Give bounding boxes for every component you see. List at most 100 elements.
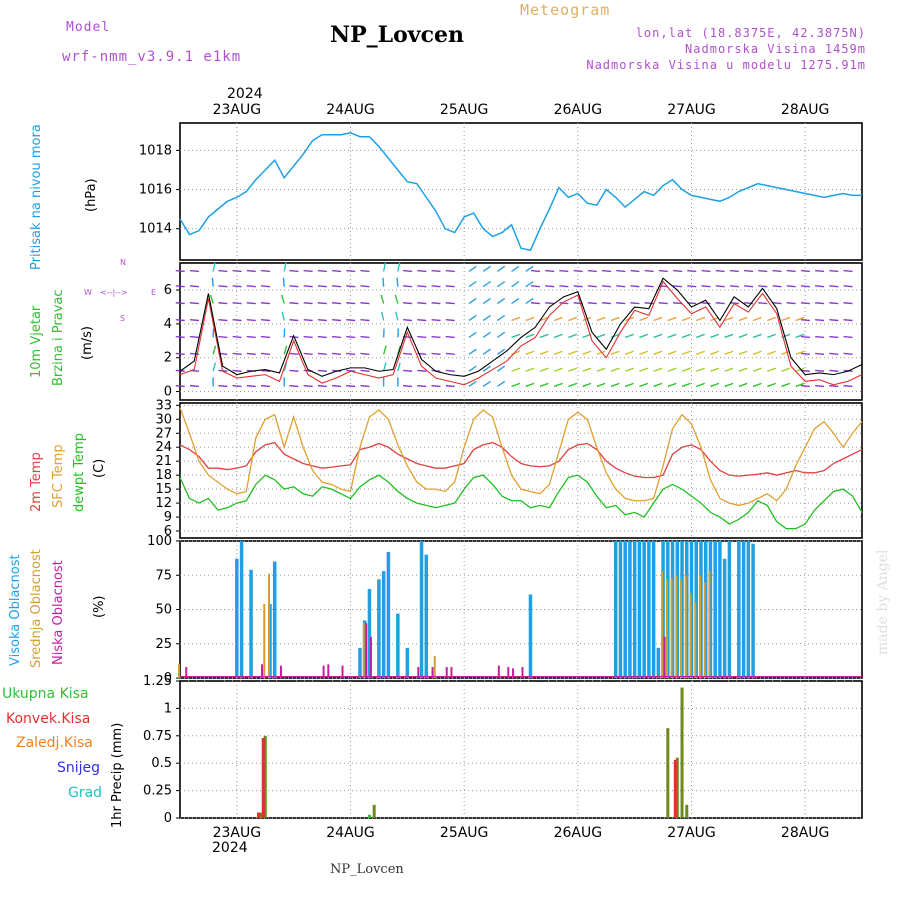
- wind-barb: [303, 302, 313, 305]
- wind-barb: [403, 285, 413, 288]
- wind-barb: [468, 331, 477, 338]
- wind-ytick-label: 0: [164, 385, 172, 400]
- wind-barb: [545, 285, 555, 288]
- wind-barb: [496, 365, 506, 372]
- wind-barb: [189, 302, 200, 305]
- wind-barb: [772, 285, 782, 288]
- wind-barb: [468, 365, 477, 372]
- cloud-mid-bar: [703, 582, 706, 678]
- wind-barb: [843, 285, 853, 288]
- cloud-high-bar: [396, 613, 400, 678]
- precip-total-bar: [367, 814, 371, 818]
- cloud-high-bar: [741, 541, 746, 678]
- wind-barb: [317, 285, 327, 288]
- wind-barb: [382, 277, 385, 287]
- precip-total-bar: [372, 804, 376, 818]
- wind-barb: [482, 348, 491, 355]
- wind-barb: [673, 302, 683, 305]
- wind-barb: [630, 285, 640, 288]
- temp-dewpt-line: [179, 474, 863, 530]
- wind-barb: [468, 281, 477, 288]
- cloud-high-bar: [746, 541, 751, 678]
- wind-barb: [246, 318, 256, 322]
- wind-barb: [601, 285, 612, 288]
- wind-barb: [218, 384, 228, 388]
- footer-station: NP_Lovcen: [330, 862, 404, 877]
- wind-barb: [601, 302, 612, 305]
- cloud-mid-bar: [178, 664, 180, 678]
- wind-barb: [417, 269, 427, 273]
- wind-barb: [403, 384, 413, 388]
- cloud-high-bar: [405, 647, 410, 678]
- wind-barb: [829, 369, 839, 372]
- wind-barb: [246, 302, 256, 305]
- wind-barb: [758, 285, 768, 288]
- wind-barb: [596, 316, 606, 322]
- precip-total-bar: [685, 804, 689, 818]
- wind-barb: [639, 333, 649, 339]
- wind-barb: [829, 384, 839, 388]
- cloud-high-bar: [377, 579, 381, 678]
- wind-barb: [218, 302, 228, 305]
- cloud-mid-bar: [698, 575, 701, 678]
- precip-legend-total: Ukupna Kisa: [2, 686, 89, 702]
- wind-ytick-label: 2: [164, 351, 172, 366]
- wind-barb: [767, 316, 776, 322]
- precip-ytick-label: 0.75: [143, 729, 172, 744]
- temp-2m-line: [179, 441, 863, 479]
- wind-barb: [332, 302, 342, 305]
- wind-barb: [218, 269, 228, 273]
- wind-barb: [667, 316, 677, 322]
- wind-barb: [767, 382, 776, 388]
- wind-barb: [260, 269, 271, 273]
- wind-barb: [596, 367, 606, 372]
- wind-barb: [530, 302, 541, 305]
- wind-barb: [644, 302, 654, 305]
- wind-barb: [553, 316, 563, 322]
- wind-barb: [175, 352, 185, 356]
- wind-frame: [179, 262, 863, 401]
- wind-barb: [445, 285, 455, 288]
- wind-barb: [772, 302, 782, 305]
- wind-barb: [843, 352, 853, 356]
- wind-barb: [511, 265, 520, 273]
- cloud-high-bar: [727, 541, 732, 678]
- wind-barb: [639, 316, 649, 322]
- wind-barb: [232, 318, 242, 322]
- wind-barb: [332, 269, 342, 273]
- wind-barb: [496, 297, 506, 305]
- cloud-low-bar: [279, 665, 282, 678]
- compass-w: W: [84, 288, 92, 297]
- wind-barb: [786, 285, 796, 288]
- wind-barb: [610, 382, 620, 388]
- wind-barb: [752, 382, 762, 388]
- wind-barb: [525, 382, 535, 388]
- wind-barb: [332, 285, 342, 288]
- wind-barb: [496, 314, 506, 322]
- wind-barb: [687, 269, 697, 273]
- cloud-low-bar: [663, 636, 666, 678]
- lonlat: lon,lat (18.8375E, 42.3875N): [635, 26, 866, 40]
- wind-barb: [815, 335, 825, 339]
- wind-barb: [539, 350, 549, 355]
- wind-barb: [360, 269, 370, 273]
- precip-ytick-label: 0.5: [151, 756, 172, 771]
- wind-barb: [815, 318, 825, 322]
- wind-barb: [289, 369, 299, 372]
- wind-barb: [644, 269, 654, 273]
- temp-ytick-label: 12: [155, 496, 172, 511]
- cloud-high-bar: [235, 558, 239, 678]
- wind-barb: [332, 318, 342, 322]
- wind-barb: [175, 335, 185, 339]
- wind-barb: [559, 302, 569, 305]
- wind-barb: [800, 285, 810, 288]
- wind-barb: [511, 316, 521, 322]
- wind-barb: [360, 352, 370, 356]
- wind-barb: [303, 335, 313, 339]
- wind-barb: [653, 316, 663, 322]
- cloud-high-bar: [424, 554, 429, 678]
- wind-barb: [738, 333, 748, 339]
- wind-barb: [395, 311, 399, 321]
- compass-arrow: <--|-->: [100, 288, 128, 297]
- wind-barb: [658, 285, 668, 288]
